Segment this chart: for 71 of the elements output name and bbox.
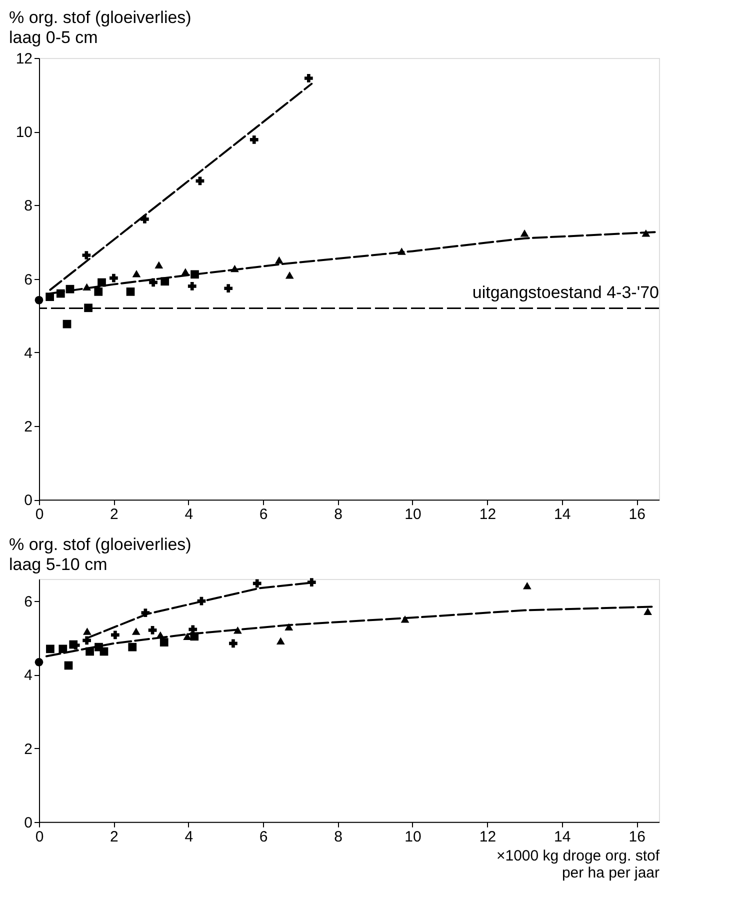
- y-tick-label: 6: [24, 271, 32, 288]
- point: [149, 278, 158, 287]
- y-tick-label: 10: [16, 124, 32, 142]
- x-tick-label: 10: [404, 828, 422, 846]
- y-tick-label: 2: [24, 740, 32, 758]
- x-tick-label: 16: [628, 828, 646, 846]
- point: [196, 176, 204, 186]
- point: [276, 637, 285, 644]
- x-tick-label: 0: [35, 828, 44, 846]
- point: [644, 608, 652, 616]
- x-tick-label: 2: [110, 506, 118, 524]
- point: [110, 274, 118, 282]
- point: [188, 282, 196, 290]
- x-tick-label: 6: [259, 828, 268, 846]
- point: [154, 261, 164, 268]
- x-tick-label: 8: [334, 828, 342, 846]
- point: [224, 284, 233, 293]
- point: [160, 638, 168, 646]
- point: [252, 579, 262, 588]
- ref-line-label: uitgangstoestand 4-3-'70: [472, 283, 659, 302]
- x-tick-label: 12: [479, 506, 496, 524]
- chart-subtitle: laag 0-5 cm: [9, 28, 98, 47]
- point: [83, 628, 92, 635]
- point: [94, 287, 103, 296]
- point: [128, 642, 137, 652]
- x-tick-label: 8: [334, 506, 342, 524]
- point: [82, 251, 91, 260]
- point: [229, 639, 238, 648]
- x-tick-label: 4: [184, 828, 194, 846]
- point: [274, 256, 284, 264]
- point: [132, 628, 140, 635]
- chart-title: % org. stof (gloeiverlies): [9, 8, 192, 27]
- point: [285, 271, 294, 279]
- x-tick-label: 12: [479, 828, 496, 846]
- y-tick-label: 4: [24, 667, 32, 684]
- y-tick-label: 2: [24, 418, 32, 436]
- x-tick-label: 2: [110, 828, 118, 846]
- point: [84, 304, 92, 312]
- y-tick-label: 0: [24, 814, 32, 832]
- point: [46, 292, 54, 302]
- chart-subtitle: laag 5-10 cm: [9, 555, 108, 574]
- point: [34, 658, 44, 666]
- point: [250, 136, 258, 144]
- x-tick-label: 4: [184, 506, 194, 524]
- point: [126, 287, 135, 296]
- point: [58, 644, 68, 654]
- point: [111, 630, 120, 640]
- point: [62, 320, 72, 328]
- point: [34, 296, 44, 304]
- y-tick-label: 8: [24, 198, 32, 215]
- x-tick-label: 0: [35, 506, 44, 524]
- x-tick-label: 14: [554, 828, 571, 846]
- y-tick-label: 12: [16, 50, 32, 68]
- chart-title: % org. stof (gloeiverlies): [9, 535, 192, 554]
- x-tick-label: 14: [554, 506, 571, 524]
- point: [148, 626, 157, 634]
- x-axis-title: ×1000 kg droge org. stof per ha per jaar: [496, 847, 660, 882]
- y-tick-label: 0: [24, 492, 32, 510]
- x-tick-label: 16: [628, 506, 646, 524]
- point: [307, 578, 316, 586]
- point: [46, 644, 54, 654]
- x-tick-label: 10: [404, 506, 422, 524]
- point: [304, 74, 313, 82]
- point: [520, 230, 529, 237]
- point: [183, 632, 192, 640]
- y-tick-label: 6: [24, 594, 32, 611]
- y-tick-label: 4: [24, 344, 32, 362]
- point: [522, 582, 532, 590]
- point: [64, 661, 73, 670]
- x-tick-label: 6: [259, 506, 268, 524]
- point: [132, 270, 141, 278]
